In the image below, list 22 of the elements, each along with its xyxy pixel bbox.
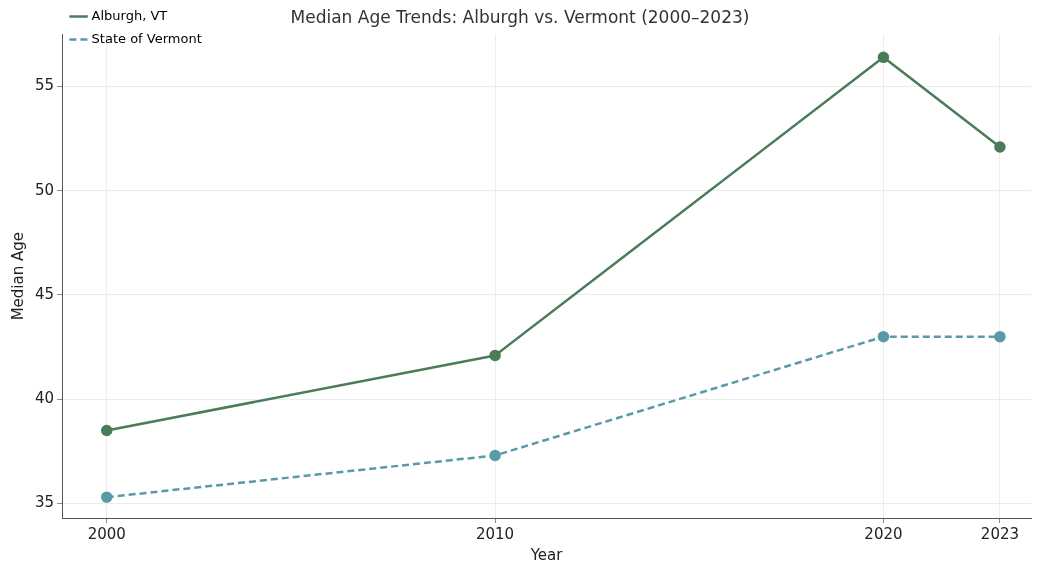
x-tick-label: 2020 [864,524,903,543]
point [877,330,890,343]
point [489,449,501,462]
y-tick-label: 50 [34,180,55,199]
y-tick-label: 45 [34,284,55,303]
x-tick-label: 2000 [87,524,126,543]
y-axis-title: Median Age [8,232,27,321]
point [101,424,113,437]
x-tick-label: 2010 [475,524,515,543]
point [489,349,501,362]
point [994,330,1006,343]
y-tick-label: 40 [34,389,55,408]
x-tick-label: 2023 [980,524,1020,543]
legend-label: State of Vermont [91,30,202,46]
point [101,491,113,503]
point [877,51,890,64]
y-tick-label: 35 [34,493,55,512]
x-axis-title: Year [529,545,564,564]
y-tick-label: 55 [34,76,55,95]
legend-label: Alburgh, VT [91,7,168,23]
chart-title: Median Age Trends: Alburgh vs. Vermont (2000–2023) [290,6,750,27]
point [994,141,1006,153]
